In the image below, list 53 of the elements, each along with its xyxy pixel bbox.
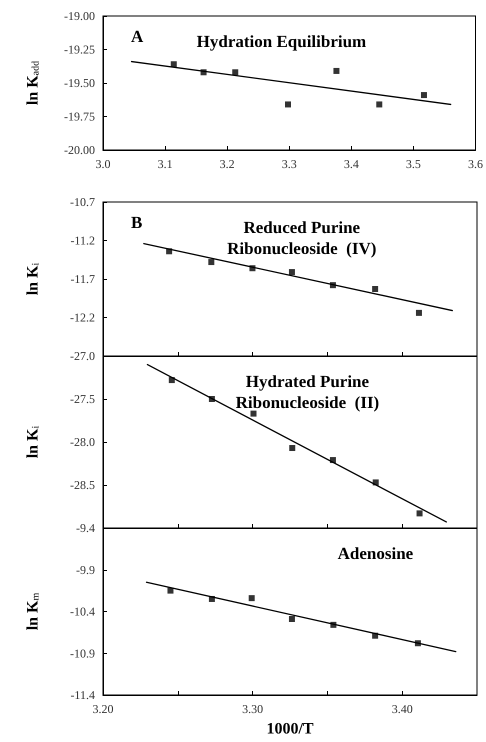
- y-tick-label: -27.0: [70, 349, 95, 363]
- y-tick-label: -12.2: [70, 310, 95, 324]
- text: Hydration Equilibrium: [196, 32, 366, 51]
- y-tick-label: -9.4: [76, 521, 95, 535]
- y-axis-title: ln Km: [24, 592, 42, 630]
- text: Reduced Purine Ribonucleoside (IV): [227, 218, 376, 258]
- x-tick-label: 3.0: [96, 157, 110, 171]
- x-tick-label: 3.4: [344, 157, 359, 171]
- y-tick-label: -9.9: [76, 562, 95, 577]
- x-tick-label: 3.20: [92, 702, 114, 716]
- y-tick-label: -10.9: [70, 646, 95, 660]
- x-tick-label: 3.6: [468, 157, 483, 171]
- point: [420, 92, 427, 98]
- y-tick-label: -19.50: [64, 76, 95, 90]
- x-axis-title: 1000/T: [266, 720, 314, 738]
- point: [208, 259, 214, 266]
- x-tick-label: 3.30: [242, 702, 264, 716]
- text: Adenosine: [338, 544, 414, 563]
- y-axis-title: ln Ki: [24, 425, 42, 458]
- y-tick-label: -10.7: [70, 195, 95, 209]
- point: [248, 595, 255, 602]
- y-tick-label: -10.4: [70, 604, 95, 618]
- point: [288, 269, 295, 276]
- point: [416, 510, 423, 516]
- point: [289, 445, 296, 452]
- y-tick-label: -19.25: [64, 42, 95, 56]
- y-axis-title: ln Ki: [24, 262, 42, 296]
- x-tick-label: 3.2: [220, 157, 235, 171]
- point: [285, 101, 292, 108]
- x-tick-label: 3.3: [282, 157, 297, 171]
- y-tick-label: -11.2: [70, 234, 95, 248]
- y-tick-label: -27.5: [70, 392, 95, 406]
- x-tick-label: 3.1: [158, 157, 173, 171]
- point: [376, 101, 382, 108]
- point: [372, 286, 378, 292]
- y-tick-label: -28.0: [70, 435, 95, 449]
- x-tick-label: 3.40: [392, 702, 413, 716]
- annotation: A: [131, 27, 144, 46]
- text: Hydrated Purine Ribonucleoside (II): [236, 372, 380, 412]
- point: [416, 310, 422, 316]
- x-tick-label: 3.5: [406, 157, 421, 171]
- y-tick-label: -11.7: [70, 272, 95, 286]
- point: [333, 68, 340, 74]
- y-axis-title: ln Kadd: [24, 60, 42, 106]
- point: [250, 410, 256, 417]
- y-tick-label: -28.5: [70, 478, 95, 492]
- point: [288, 616, 295, 622]
- y-tick-label: -19.75: [64, 110, 95, 124]
- y-tick-label: -20.00: [64, 143, 95, 157]
- y-tick-label: -11.4: [70, 688, 95, 702]
- y-tick-label: -19.00: [64, 9, 95, 23]
- point: [170, 61, 177, 68]
- annotation: B: [131, 213, 142, 232]
